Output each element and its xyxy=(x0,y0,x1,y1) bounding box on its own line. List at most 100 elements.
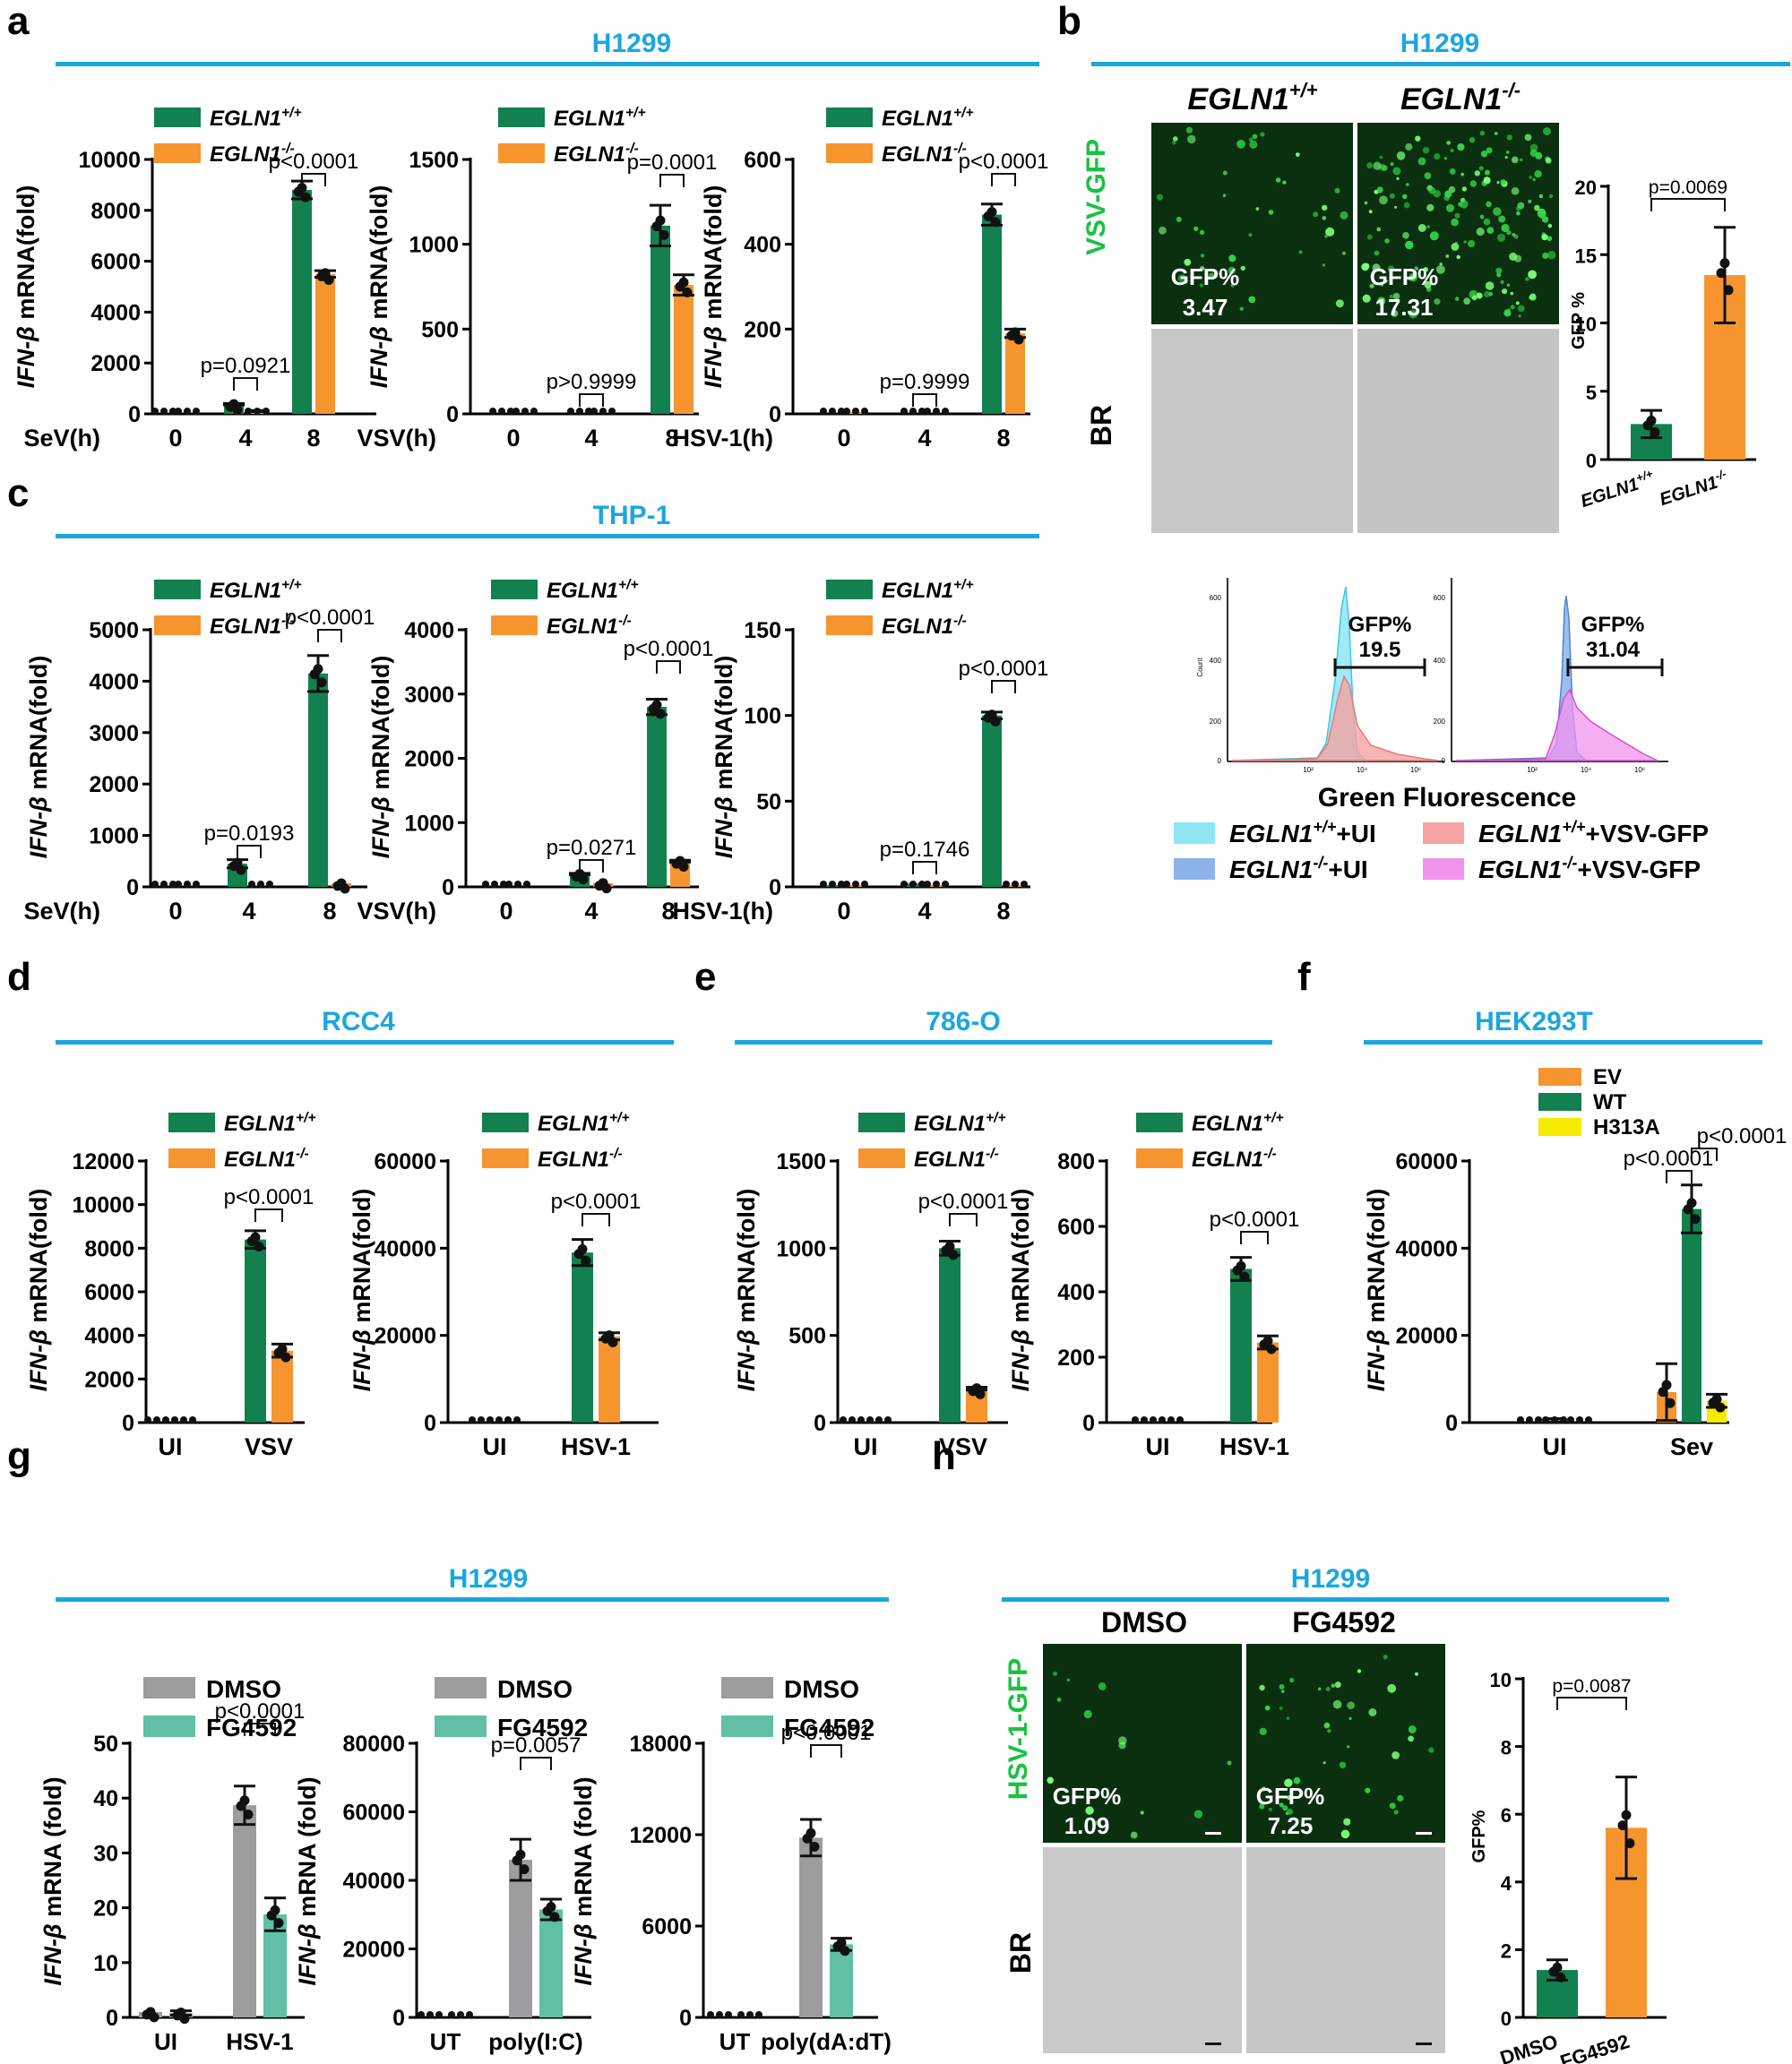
panel-letter-e: e xyxy=(694,955,716,999)
legend-c1-swatch-wt xyxy=(154,580,201,599)
g1-ytick-label-4: 40 xyxy=(93,1786,118,1811)
g3-bar-1-1 xyxy=(830,1944,853,2017)
micro-h-row-bright: BR xyxy=(1004,1932,1037,1974)
c1-dot-1-2-2 xyxy=(336,878,347,889)
micro-h-gfp-value-2: 7.25 xyxy=(1268,1812,1314,1839)
dots-b-wt-speck-36 xyxy=(1236,139,1245,149)
c1-bar-0-2 xyxy=(308,673,328,887)
dots-b-ko-speck-139 xyxy=(1509,252,1518,261)
dots-b-wt-speck-39 xyxy=(1342,251,1346,255)
a1-ytick-label-2: 4000 xyxy=(90,300,141,325)
a2-dot-1-0-1 xyxy=(521,408,529,415)
dots-b-ko-speck-111 xyxy=(1454,212,1460,219)
flow-wt-xtick-2: 10⁶ xyxy=(1410,766,1421,774)
dots-b-wt-speck-4 xyxy=(1187,134,1196,144)
dots-b-wt-speck-24 xyxy=(1248,137,1254,142)
dots-b-wt-speck-12 xyxy=(1334,187,1340,194)
dots-b-wt-speck-20 xyxy=(1177,274,1186,283)
dots-b-ko-speck-8 xyxy=(1543,127,1551,136)
g3-xcat-1: poly(dA:dT) xyxy=(761,2028,892,2055)
dots-b-ko-speck-5 xyxy=(1377,297,1386,305)
a3-dot-0-2-2 xyxy=(986,207,997,218)
a2-dot-0-1-0 xyxy=(567,408,574,415)
d2-bar-1-1 xyxy=(599,1336,620,1423)
f1-dot-2-1-2 xyxy=(1711,1394,1722,1405)
micro-b-gfp-label-wt: GFP% xyxy=(1171,263,1240,290)
e1-xcat-1: VSV xyxy=(939,1433,987,1460)
e2-xcat-1: HSV-1 xyxy=(1219,1433,1289,1460)
e1-ytick-label-0: 0 xyxy=(814,1411,826,1436)
section-a-header: H1299 xyxy=(56,29,1039,66)
d1-pvalue-0: p<0.0001 xyxy=(224,1185,314,1209)
dots-b-ko-speck-35 xyxy=(1518,314,1521,318)
dots-h-2-speck-32 xyxy=(1389,1802,1396,1810)
a2-xcat-1: 4 xyxy=(584,425,598,452)
a1-dot-0-2-1 xyxy=(300,192,311,202)
b_gfp-ytick-label-1: 5 xyxy=(1586,382,1597,404)
dots-b-wt-speck-31 xyxy=(1268,210,1274,215)
a1-dot-1-1-2 xyxy=(263,408,270,415)
legend-e1-swatch-ko xyxy=(858,1148,905,1168)
micro-b-bright-ko xyxy=(1357,329,1559,533)
dots-b-ko-speck-147 xyxy=(1417,157,1426,166)
d2-dot-0-1-1 xyxy=(581,1255,591,1266)
dots-b-ko-speck-31 xyxy=(1511,186,1520,195)
f1-dot-1-1-1 xyxy=(1690,1214,1701,1225)
legend-a1-swatch-wt xyxy=(154,108,201,127)
flow-wt-gate-value: 19.5 xyxy=(1359,638,1401,662)
e2-dot-0-0-1 xyxy=(1141,1416,1148,1423)
section-b-header: H1299 xyxy=(1091,29,1790,66)
a1-pvalue-0: p=0.0921 xyxy=(201,354,291,378)
dots-b-ko-speck-6 xyxy=(1534,204,1540,211)
a1-dot-1-0-2 xyxy=(193,408,200,415)
e2-ytick-label-2: 400 xyxy=(1057,1280,1095,1305)
a1-dot-1-0-0 xyxy=(175,408,182,415)
c3-ytick-label-1: 50 xyxy=(756,789,781,814)
d2-xcat-1: HSV-1 xyxy=(561,1433,631,1460)
b_gfp-pvalue-0: p=0.0069 xyxy=(1649,177,1727,198)
dots-h-2-speck-34 xyxy=(1286,1716,1290,1720)
dots-b-wt-speck-16 xyxy=(1260,132,1265,137)
g3-dot-1-0-0 xyxy=(737,2011,745,2018)
d1-ytick-label-3: 6000 xyxy=(84,1280,134,1305)
section-f-header: HEK293T xyxy=(1364,1007,1762,1045)
c3-pvalue-0: p=0.1746 xyxy=(880,838,970,862)
dots-b-ko-speck-126 xyxy=(1510,305,1515,310)
c3-xlabel: HSV-1(h) xyxy=(672,898,773,924)
g3-dot-0-0-2 xyxy=(725,2011,732,2018)
dots-b-wt-speck-25 xyxy=(1222,170,1228,176)
a1-xcat-1: 4 xyxy=(238,425,252,452)
g2-xcat-0: UT xyxy=(430,2028,461,2055)
flow-wt-ytick-2: 400 xyxy=(1210,657,1222,665)
h_gfp-ytick-label-1: 2 xyxy=(1501,1939,1512,1962)
g1-dot-1-1-1 xyxy=(273,1918,284,1929)
e2-bar-0-1 xyxy=(1230,1268,1252,1423)
legend-g3-swatch-fg xyxy=(721,1716,773,1737)
dots-h-2-speck-13 xyxy=(1259,1803,1265,1810)
e2-dot-1-0-0 xyxy=(1159,1416,1166,1423)
dots-b-wt-speck-28 xyxy=(1240,265,1246,271)
c1-ytick-label-4: 4000 xyxy=(89,669,139,694)
d1-ytick-label-0: 0 xyxy=(122,1411,134,1436)
dots-b-ko-speck-117 xyxy=(1484,290,1491,297)
panel-letter-a: a xyxy=(7,0,30,43)
f1-pvalue-0: p<0.0001 xyxy=(1624,1147,1714,1171)
a3-xcat-0: 0 xyxy=(837,425,850,452)
c2-bracket-0 xyxy=(579,859,604,873)
dots-b-ko-speck-69 xyxy=(1532,177,1536,182)
dots-b-wt-speck-44 xyxy=(1324,235,1328,238)
a2-dot-0-2-1 xyxy=(659,229,669,240)
a2-pvalue-0: p>0.9999 xyxy=(547,370,637,394)
g3-pvalue-0: p<0.0001 xyxy=(781,1721,872,1745)
a1-ytick-label-5: 10000 xyxy=(78,148,141,173)
c3-xcat-2: 8 xyxy=(996,898,1010,924)
e1-dot-1-1-2 xyxy=(971,1383,982,1394)
d1-bar-0-1 xyxy=(245,1239,266,1423)
a2-dot-0-0-2 xyxy=(507,408,514,415)
legend-c2-swatch-wt xyxy=(491,580,538,599)
e1-dot-1-0-1 xyxy=(875,1416,883,1423)
dots-b-ko-speck-33 xyxy=(1369,283,1374,288)
dots-b-wt-speck-38 xyxy=(1322,263,1326,267)
dots-b-wt-speck-1 xyxy=(1249,140,1258,149)
chart-h_gfp: 0 2 4 6 8 10 p=0.0087 xyxy=(1490,1669,1667,2030)
